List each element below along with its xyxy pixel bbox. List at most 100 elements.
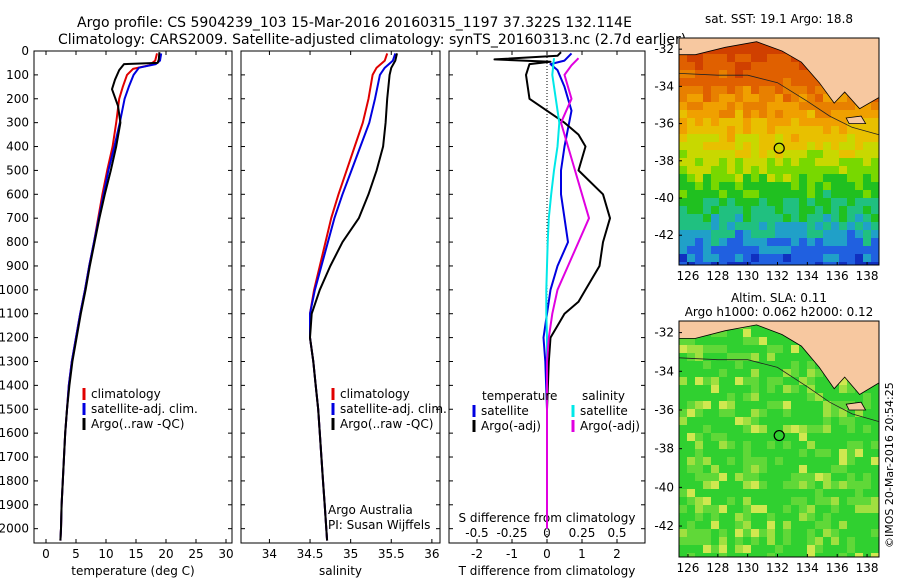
map-cell — [863, 110, 871, 118]
map-cell — [759, 198, 767, 206]
map-cell — [839, 481, 847, 489]
map-cell — [847, 126, 855, 134]
map-cell — [783, 262, 791, 265]
map-cell — [863, 457, 871, 465]
map-cell — [727, 142, 735, 150]
map-cell — [703, 246, 711, 254]
map-cell — [847, 222, 855, 230]
map-cell — [823, 409, 831, 417]
map-cell — [751, 553, 759, 557]
map-cell — [759, 545, 767, 553]
map-cell — [831, 246, 839, 254]
map-cell — [863, 481, 871, 489]
map-cell — [703, 182, 711, 190]
map-cell — [807, 473, 815, 481]
map-cell — [695, 230, 703, 238]
map-cell — [719, 126, 727, 134]
map-cell — [831, 449, 839, 457]
map-cell — [791, 126, 799, 134]
map-cell — [679, 246, 687, 254]
map-x-tick-label: 130 — [736, 269, 759, 283]
map-cell — [863, 393, 871, 401]
map-cell — [751, 94, 759, 102]
map-cell — [751, 425, 759, 433]
map-cell — [727, 433, 735, 441]
map-cell — [783, 78, 791, 86]
map-cell — [743, 353, 751, 361]
map-cell — [783, 110, 791, 118]
map-cell — [695, 473, 703, 481]
map-cell — [703, 174, 711, 182]
map-cell — [687, 142, 695, 150]
map-cell — [727, 377, 735, 385]
map-cell — [727, 425, 735, 433]
map-cell — [719, 345, 727, 353]
map-cell — [871, 182, 879, 190]
map-cell — [815, 198, 823, 206]
map-cell — [847, 449, 855, 457]
map-cell — [863, 425, 871, 433]
map-cell — [791, 449, 799, 457]
map-cell — [847, 182, 855, 190]
map-cell — [783, 361, 791, 369]
map-cell — [767, 222, 775, 230]
map-cell — [855, 497, 863, 505]
map-cell — [783, 166, 791, 174]
map-cell — [871, 553, 879, 557]
map-cell — [743, 537, 751, 545]
map-cell — [775, 230, 783, 238]
map-cell — [799, 361, 807, 369]
map-cell — [823, 254, 831, 262]
map-cell — [735, 465, 743, 473]
map-cell — [831, 393, 839, 401]
map-cell — [679, 254, 687, 262]
map-cell — [871, 465, 879, 473]
map-cell — [791, 62, 799, 70]
map-cell — [695, 433, 703, 441]
map-cell — [815, 174, 823, 182]
map-cell — [783, 86, 791, 94]
map-cell — [767, 385, 775, 393]
map-cell — [855, 529, 863, 537]
map-cell — [687, 417, 695, 425]
map-cell — [767, 553, 775, 557]
map-cell — [727, 110, 735, 118]
map-cell — [751, 497, 759, 505]
map-cell — [703, 142, 711, 150]
map-cell — [743, 94, 751, 102]
map-y-tick-label: -34 — [654, 79, 674, 93]
plot-frame-temperature — [33, 50, 233, 544]
map-cell — [815, 134, 823, 142]
map-cell — [735, 433, 743, 441]
map-cell — [687, 78, 695, 86]
map-cell — [775, 385, 783, 393]
map-cell — [759, 182, 767, 190]
map-cell — [743, 254, 751, 262]
map-cell — [695, 222, 703, 230]
y-tick-label: 2000 — [0, 522, 29, 536]
map-cell — [679, 369, 687, 377]
map-cell — [743, 46, 751, 54]
map-cell — [791, 118, 799, 126]
map-cell — [783, 489, 791, 497]
s-tick-label: 0 — [543, 526, 551, 540]
map-cell — [815, 401, 823, 409]
map-cell — [759, 158, 767, 166]
map-cell — [791, 214, 799, 222]
map-cell — [775, 425, 783, 433]
map-cell — [767, 505, 775, 513]
map-cell — [719, 361, 727, 369]
map-cell — [831, 102, 839, 110]
map-cell — [751, 417, 759, 425]
map-cell — [823, 545, 831, 553]
map-x-tick-label: 138 — [856, 269, 879, 283]
map-cell — [767, 70, 775, 78]
map-cell — [847, 425, 855, 433]
map-cell — [783, 425, 791, 433]
y-tick-label: 700 — [6, 211, 29, 225]
y-tick-label: 1300 — [0, 354, 29, 368]
map-cell — [807, 86, 815, 94]
map-cell — [831, 134, 839, 142]
map-cell — [719, 94, 727, 102]
map-cell — [871, 417, 879, 425]
